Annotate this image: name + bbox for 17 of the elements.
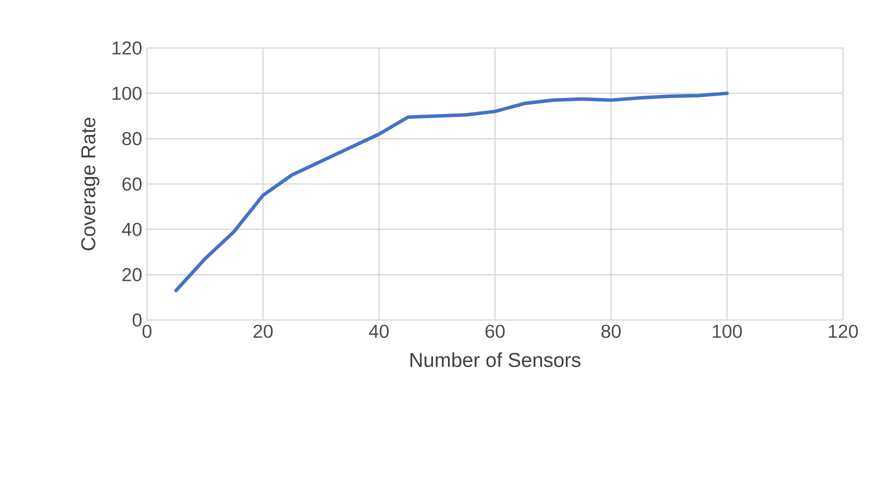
y-tick-label: 120 — [112, 41, 142, 55]
x-tick-label: 120 — [828, 324, 858, 338]
y-tick-label: 100 — [112, 86, 142, 100]
x-axis-title: Number of Sensors — [410, 352, 580, 368]
x-tick-label: 60 — [486, 324, 505, 338]
x-tick-label: 40 — [369, 324, 389, 338]
x-tick-label: 100 — [712, 324, 742, 338]
x-tick-label: 20 — [254, 324, 273, 338]
y-tick-label: 60 — [122, 177, 142, 191]
y-tick-label: 0 — [132, 313, 142, 327]
y-tick-label: 80 — [122, 132, 142, 146]
y-tick-label: 20 — [122, 268, 142, 282]
y-tick-label: 40 — [122, 222, 142, 236]
line-series — [174, 92, 729, 292]
x-tick-label: 80 — [601, 324, 621, 338]
y-axis-title: Coverage Rate — [81, 118, 100, 250]
x-tick-label: 0 — [142, 324, 152, 338]
